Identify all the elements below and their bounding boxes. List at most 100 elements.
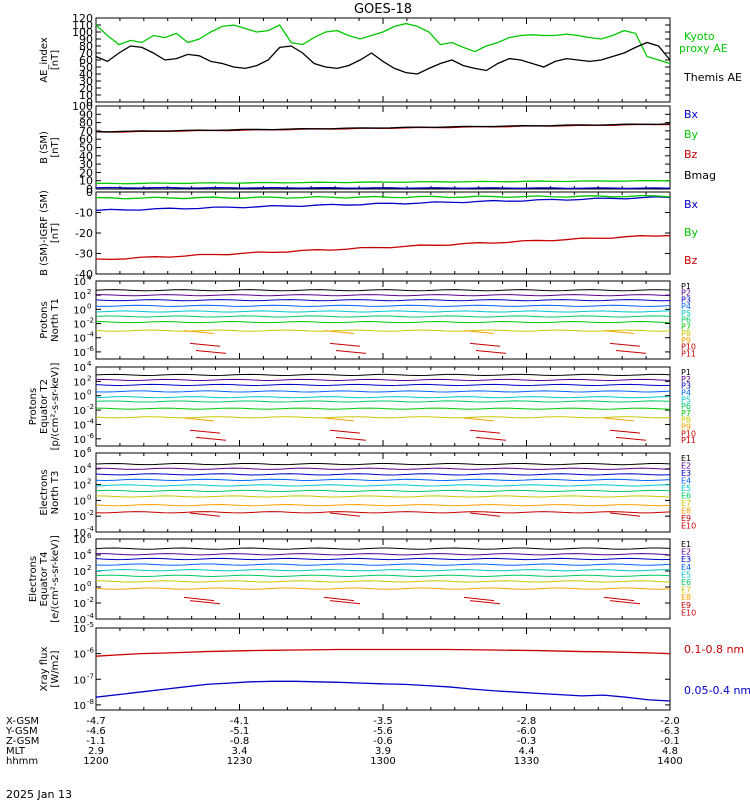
channel-line-p8 bbox=[95, 329, 671, 332]
y-tick-label: 100 bbox=[72, 26, 93, 39]
ephemeris-value: -6.3 bbox=[660, 726, 680, 737]
ephemeris-value: 1300 bbox=[370, 756, 395, 767]
channel-label-e4: E4 bbox=[681, 563, 691, 572]
y-tick-exponent: 2 bbox=[87, 478, 91, 486]
channel-label-e6: E6 bbox=[681, 578, 691, 587]
y-tick-label: 10 bbox=[73, 675, 86, 686]
legend-by: By bbox=[684, 128, 699, 141]
y-axis-label-line: AE_index bbox=[39, 37, 50, 83]
y-tick-label: 90 bbox=[79, 108, 93, 121]
y-axis-label-line: Protons bbox=[39, 301, 50, 338]
channel-line-p5 bbox=[95, 396, 671, 399]
channel-label-p8: P8 bbox=[681, 416, 691, 425]
channel-fragment-e9 bbox=[183, 596, 215, 602]
ephemeris-row-label: X-GSM bbox=[6, 716, 39, 727]
ephemeris-value: 1400 bbox=[657, 756, 682, 767]
channel-fragment-e10 bbox=[469, 512, 501, 517]
ephemeris-value: 4.8 bbox=[662, 746, 678, 757]
channel-label-p6: P6 bbox=[681, 402, 691, 411]
y-tick-label: 30 bbox=[79, 158, 93, 171]
y-tick-label: 10 bbox=[79, 175, 93, 188]
y-tick-label: 100 bbox=[72, 100, 93, 113]
y-tick-label: 10 bbox=[73, 348, 86, 359]
channel-fragment-p11 bbox=[475, 349, 507, 354]
y-axis-label-line: Electrons bbox=[28, 556, 39, 602]
channel-label-p2: P2 bbox=[681, 375, 691, 384]
y-tick-label: 60 bbox=[79, 54, 93, 67]
y-tick-label: 10 bbox=[73, 567, 86, 578]
y-axis-label: B (SM) [nT] bbox=[39, 131, 61, 164]
series-line-by bbox=[95, 194, 671, 200]
series-line-by bbox=[95, 179, 671, 185]
y-tick-label: 10 bbox=[73, 583, 86, 594]
series-line-bmag bbox=[95, 123, 671, 133]
y-tick-label: 10 bbox=[73, 406, 86, 417]
y-tick-label: 30 bbox=[79, 75, 93, 88]
y-tick-exponent: -5 bbox=[87, 621, 94, 629]
series-line-kyoto-proxy-ae bbox=[95, 22, 671, 65]
panel-frame bbox=[95, 105, 671, 190]
y-axis-label-line: B (SM)-IGRF (SM) bbox=[39, 190, 50, 276]
channel-label-p4: P4 bbox=[681, 302, 691, 311]
y-axis-label-line: [nT] bbox=[50, 223, 61, 243]
channel-fragment-p11 bbox=[335, 436, 367, 441]
channel-line-p6 bbox=[95, 400, 671, 403]
y-tick-exponent: 6 bbox=[87, 532, 92, 540]
legend-bx: Bx bbox=[684, 198, 699, 211]
y-axis-label-line: Equator T2 bbox=[39, 379, 50, 434]
y-tick-label: -10 bbox=[75, 207, 93, 220]
channel-fragment-p11 bbox=[475, 436, 507, 441]
y-tick-label: 70 bbox=[79, 47, 93, 60]
y-tick-exponent: 0 bbox=[87, 493, 91, 501]
legend-proxy-ae: proxy AE bbox=[679, 42, 728, 55]
y-tick-label: 110 bbox=[72, 19, 93, 32]
legend-themis-ae: Themis AE bbox=[683, 71, 742, 84]
channel-fragment-e10 bbox=[329, 600, 361, 605]
ephemeris-value: 1230 bbox=[227, 756, 252, 767]
channel-label-p11: P11 bbox=[681, 349, 696, 358]
chart-panel-3: B (SM)-IGRF (SM) [nT] -40 -30 -20 -10 0 Bx By Bz bbox=[39, 186, 699, 281]
panel-frame bbox=[95, 280, 671, 360]
y-axis-label: AE_index [nT] bbox=[39, 37, 61, 83]
channel-fragment-e10 bbox=[189, 600, 221, 605]
channel-label-e9: E9 bbox=[681, 514, 691, 523]
channel-label-p11: P11 bbox=[681, 436, 696, 445]
y-axis-label: Protons Equator T2 [p/(cm²-s-sr-keV)] bbox=[28, 363, 61, 451]
channel-fragment-p10 bbox=[469, 429, 501, 434]
y-tick-exponent: -2 bbox=[87, 596, 94, 604]
channel-line-e7 bbox=[95, 580, 671, 583]
channel-line-e2 bbox=[95, 467, 671, 470]
y-axis-label: Electrons North T3 bbox=[39, 469, 61, 515]
y-tick-exponent: -4 bbox=[87, 331, 95, 339]
y-tick-label: 10 bbox=[73, 377, 86, 388]
channel-label-p6: P6 bbox=[681, 316, 691, 325]
y-tick-exponent: 0 bbox=[87, 389, 91, 397]
channel-label-e1: E1 bbox=[681, 540, 691, 549]
channel-label-p10: P10 bbox=[681, 429, 696, 438]
channel-fragment-e9 bbox=[323, 596, 355, 602]
y-tick-label: 10 bbox=[73, 420, 86, 431]
channel-line-e1 bbox=[95, 547, 671, 550]
channel-line-e3 bbox=[95, 557, 671, 561]
y-tick-label: 10 bbox=[73, 291, 86, 302]
y-tick-exponent: 0 bbox=[87, 302, 91, 310]
y-tick-label: -30 bbox=[75, 248, 93, 261]
y-tick-label: 0 bbox=[86, 186, 93, 199]
panels: AE_index [nT]0102030405060708090100110120… bbox=[28, 12, 750, 712]
channel-fragment-p9 bbox=[463, 330, 495, 334]
y-tick-label: 10 bbox=[73, 334, 86, 345]
ephemeris-row-label: Y-GSM bbox=[5, 726, 38, 737]
y-tick-label: 10 bbox=[73, 624, 86, 635]
y-tick-exponent: 2 bbox=[87, 374, 91, 382]
y-axis-label: Xray flux [W/m2] bbox=[39, 647, 61, 692]
y-tick-label: 80 bbox=[79, 117, 93, 130]
panel-frame bbox=[95, 366, 671, 447]
legend-xray-short: 0.05-0.4 nm bbox=[684, 684, 750, 697]
y-tick-label: 10 bbox=[73, 481, 86, 492]
channel-label-p5: P5 bbox=[681, 395, 691, 404]
y-tick-label: 50 bbox=[79, 61, 93, 74]
ephemeris-value: -2.0 bbox=[660, 716, 680, 727]
channel-label-e2: E2 bbox=[681, 462, 691, 471]
channel-line-p7 bbox=[95, 407, 671, 410]
series-line-bz bbox=[95, 234, 671, 261]
